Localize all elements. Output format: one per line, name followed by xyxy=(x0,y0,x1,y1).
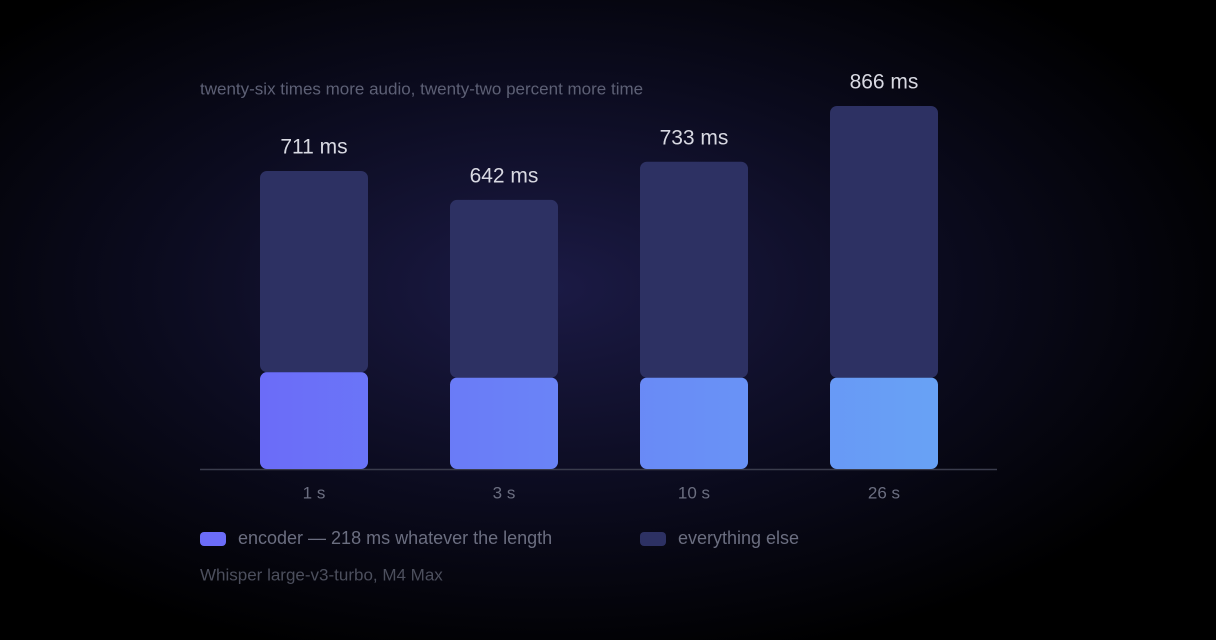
bar-segment xyxy=(260,170,368,373)
legend-swatch xyxy=(640,532,666,546)
total-label: 642 ms xyxy=(470,164,539,187)
x-tick-label: 1 s xyxy=(303,483,326,502)
bar-segment xyxy=(260,372,368,469)
subtitle: twenty-six times more audio, twenty-two … xyxy=(200,79,643,98)
x-tick-label: 3 s xyxy=(493,483,516,502)
total-label: 866 ms xyxy=(850,71,919,94)
legend-label: everything else xyxy=(678,528,799,548)
legend-swatch xyxy=(200,532,226,546)
bar-segment xyxy=(830,106,938,378)
bar-segment xyxy=(450,199,558,378)
bar-segment xyxy=(640,377,748,469)
bar-segment xyxy=(830,377,938,469)
legend-label: encoder — 218 ms whatever the length xyxy=(238,528,552,548)
total-label: 733 ms xyxy=(660,126,729,149)
x-tick-label: 10 s xyxy=(678,483,710,502)
total-label: 711 ms xyxy=(280,136,347,159)
bar-segment xyxy=(640,161,748,378)
bar-segment xyxy=(450,377,558,469)
x-tick-label: 26 s xyxy=(868,483,900,502)
note: Whisper large-v3-turbo, M4 Max xyxy=(200,565,443,584)
